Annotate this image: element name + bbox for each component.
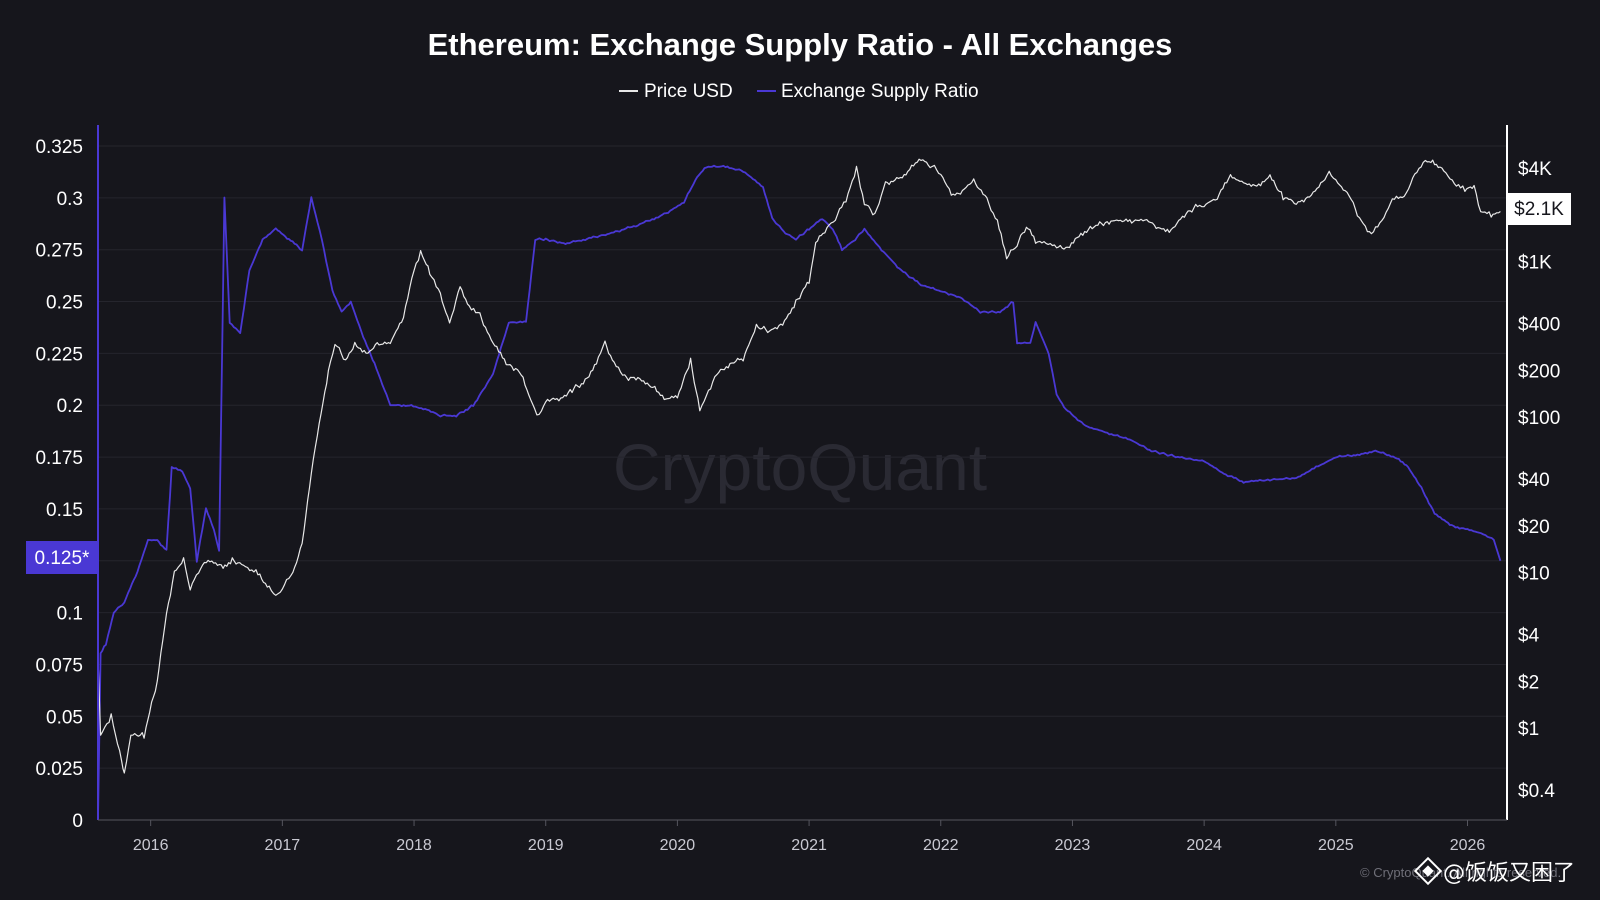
right-tick-label: $4K	[1518, 159, 1552, 180]
left-tick-label: 0.25	[46, 293, 83, 314]
right-current-value-badge: $2.1K	[1507, 193, 1571, 225]
series-layer	[97, 158, 1502, 819]
x-axis-ticks: 2016 2017 2018 2019 2020 2021 2022 2023 2024 2025…	[133, 820, 1486, 854]
x-tick-label: 2023	[1055, 837, 1091, 854]
gridlines	[98, 145, 1507, 821]
left-tick-label: 0.175	[35, 448, 83, 469]
left-axis-ticks: 0.325 0.3 0.275 0.25 0.225 0.2 0.175 0.15 0.1 0.0…	[35, 137, 83, 832]
right-tick-label: $100	[1518, 408, 1560, 429]
right-tick-label: $1K	[1518, 253, 1552, 274]
right-tick-label: $2	[1518, 672, 1539, 693]
left-tick-label: 0.15	[46, 500, 83, 521]
left-tick-label: 0.275	[35, 241, 83, 262]
left-tick-label: 0.05	[46, 707, 83, 728]
right-tick-label: $0.4	[1518, 781, 1555, 802]
left-current-value: 0.125*	[35, 548, 91, 569]
x-tick-label: 2021	[791, 837, 827, 854]
x-tick-label: 2018	[396, 837, 432, 854]
left-tick-label: 0	[72, 811, 83, 832]
chart-title: Ethereum: Exchange Supply Ratio - All Ex…	[428, 27, 1173, 62]
left-tick-label: 0.025	[35, 759, 83, 780]
legend-ratio-label[interactable]: Exchange Supply Ratio	[781, 81, 979, 102]
exchange-supply-ratio-line[interactable]	[97, 164, 1502, 819]
right-tick-label: $400	[1518, 315, 1560, 336]
right-tick-label: $4	[1518, 626, 1540, 647]
x-tick-label: 2017	[265, 837, 301, 854]
x-tick-label: 2024	[1186, 837, 1222, 854]
x-tick-label: 2026	[1450, 837, 1486, 854]
left-tick-label: 0.1	[57, 604, 83, 625]
right-tick-label: $20	[1518, 517, 1550, 538]
right-tick-label: $200	[1518, 361, 1560, 382]
binance-logo-icon	[1413, 856, 1443, 886]
x-tick-label: 2016	[133, 837, 169, 854]
legend: Price USD Exchange Supply Ratio	[619, 81, 979, 102]
left-tick-label: 0.2	[57, 396, 83, 417]
x-tick-label: 2022	[923, 837, 959, 854]
right-tick-label: $10	[1518, 564, 1550, 585]
left-current-value-badge: 0.125*	[26, 541, 98, 574]
left-tick-label: 0.075	[35, 655, 83, 676]
price-usd-line[interactable]	[97, 158, 1501, 774]
x-tick-label: 2020	[660, 837, 696, 854]
footer-handle-group: @饭饭又困了	[1413, 856, 1575, 886]
footer-handle: @饭饭又困了	[1443, 861, 1575, 886]
watermark: CryptoQuant	[613, 430, 987, 504]
left-tick-label: 0.325	[35, 137, 83, 158]
right-current-value: $2.1K	[1514, 199, 1564, 220]
right-tick-label: $40	[1518, 470, 1550, 491]
right-tick-label: $1	[1518, 719, 1539, 740]
right-axis-ticks: $4K $1K $400 $200 $100 $40 $20 $10 $4 $2 $1 $0.4	[1518, 159, 1560, 802]
left-tick-label: 0.3	[57, 189, 83, 210]
left-tick-label: 0.225	[35, 344, 83, 365]
x-tick-label: 2025	[1318, 837, 1354, 854]
x-tick-label: 2019	[528, 837, 564, 854]
legend-price-label[interactable]: Price USD	[644, 81, 733, 102]
footer-copyright: © CryptoQuant. All rights reserved.	[1360, 865, 1561, 880]
